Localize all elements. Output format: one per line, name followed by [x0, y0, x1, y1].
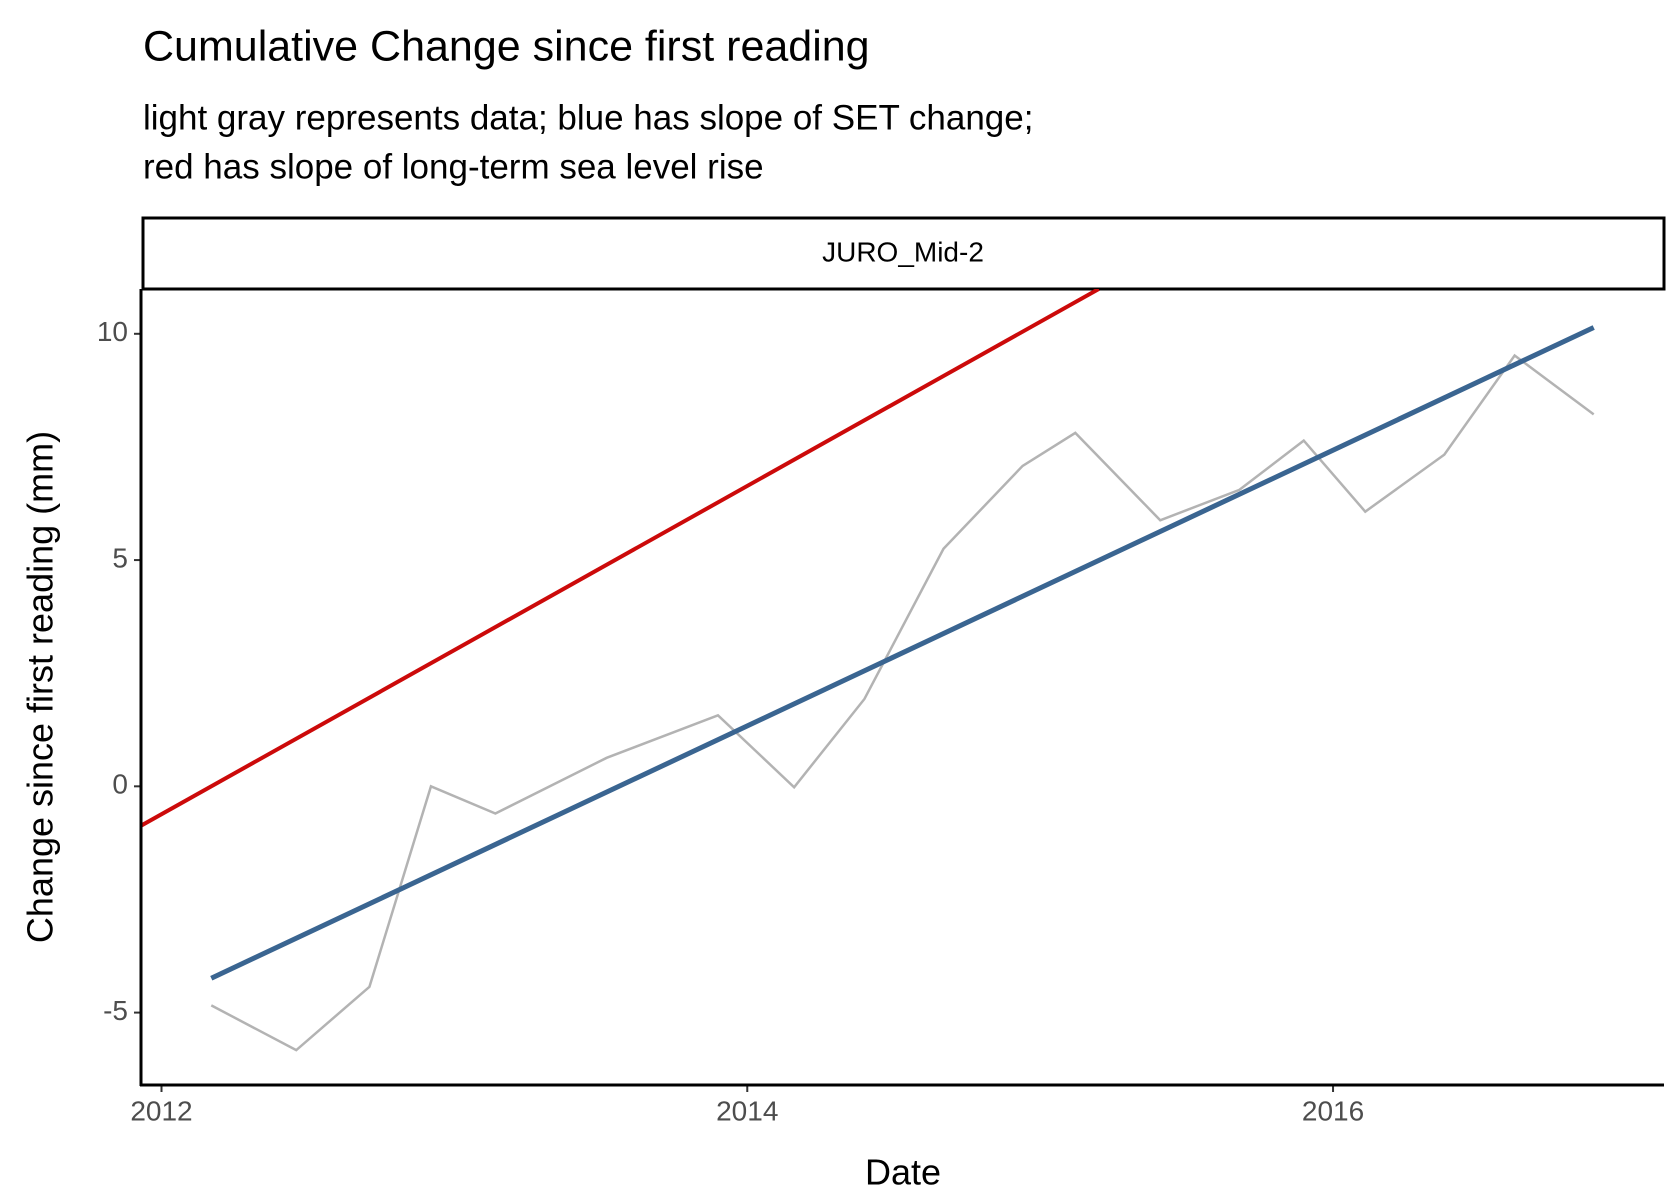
x-axis-title: Date: [865, 1152, 941, 1193]
y-axis-title: Change since first reading (mm): [20, 431, 61, 943]
strip: [141, 216, 1666, 291]
x-tick-label: 2014: [716, 1095, 778, 1126]
chart-title: Cumulative Change since first reading: [143, 22, 870, 70]
chart-subtitle: light gray represents data; blue has slo…: [143, 98, 1033, 137]
chart-subtitle: red has slope of long-term sea level ris…: [143, 147, 764, 186]
series-line: [210, 325, 1595, 981]
y-tick-label: 5: [112, 542, 128, 573]
series-line: [141, 289, 1100, 828]
x-tick-label: 2012: [130, 1095, 192, 1126]
y-tick-label: 10: [97, 316, 128, 347]
y-tick-label: -5: [103, 995, 128, 1026]
x-tick-label: 2016: [1302, 1095, 1364, 1126]
strip-label: JURO_Mid-2: [822, 236, 984, 267]
y-tick-label: 0: [112, 769, 128, 800]
series-line: [210, 353, 1595, 1052]
